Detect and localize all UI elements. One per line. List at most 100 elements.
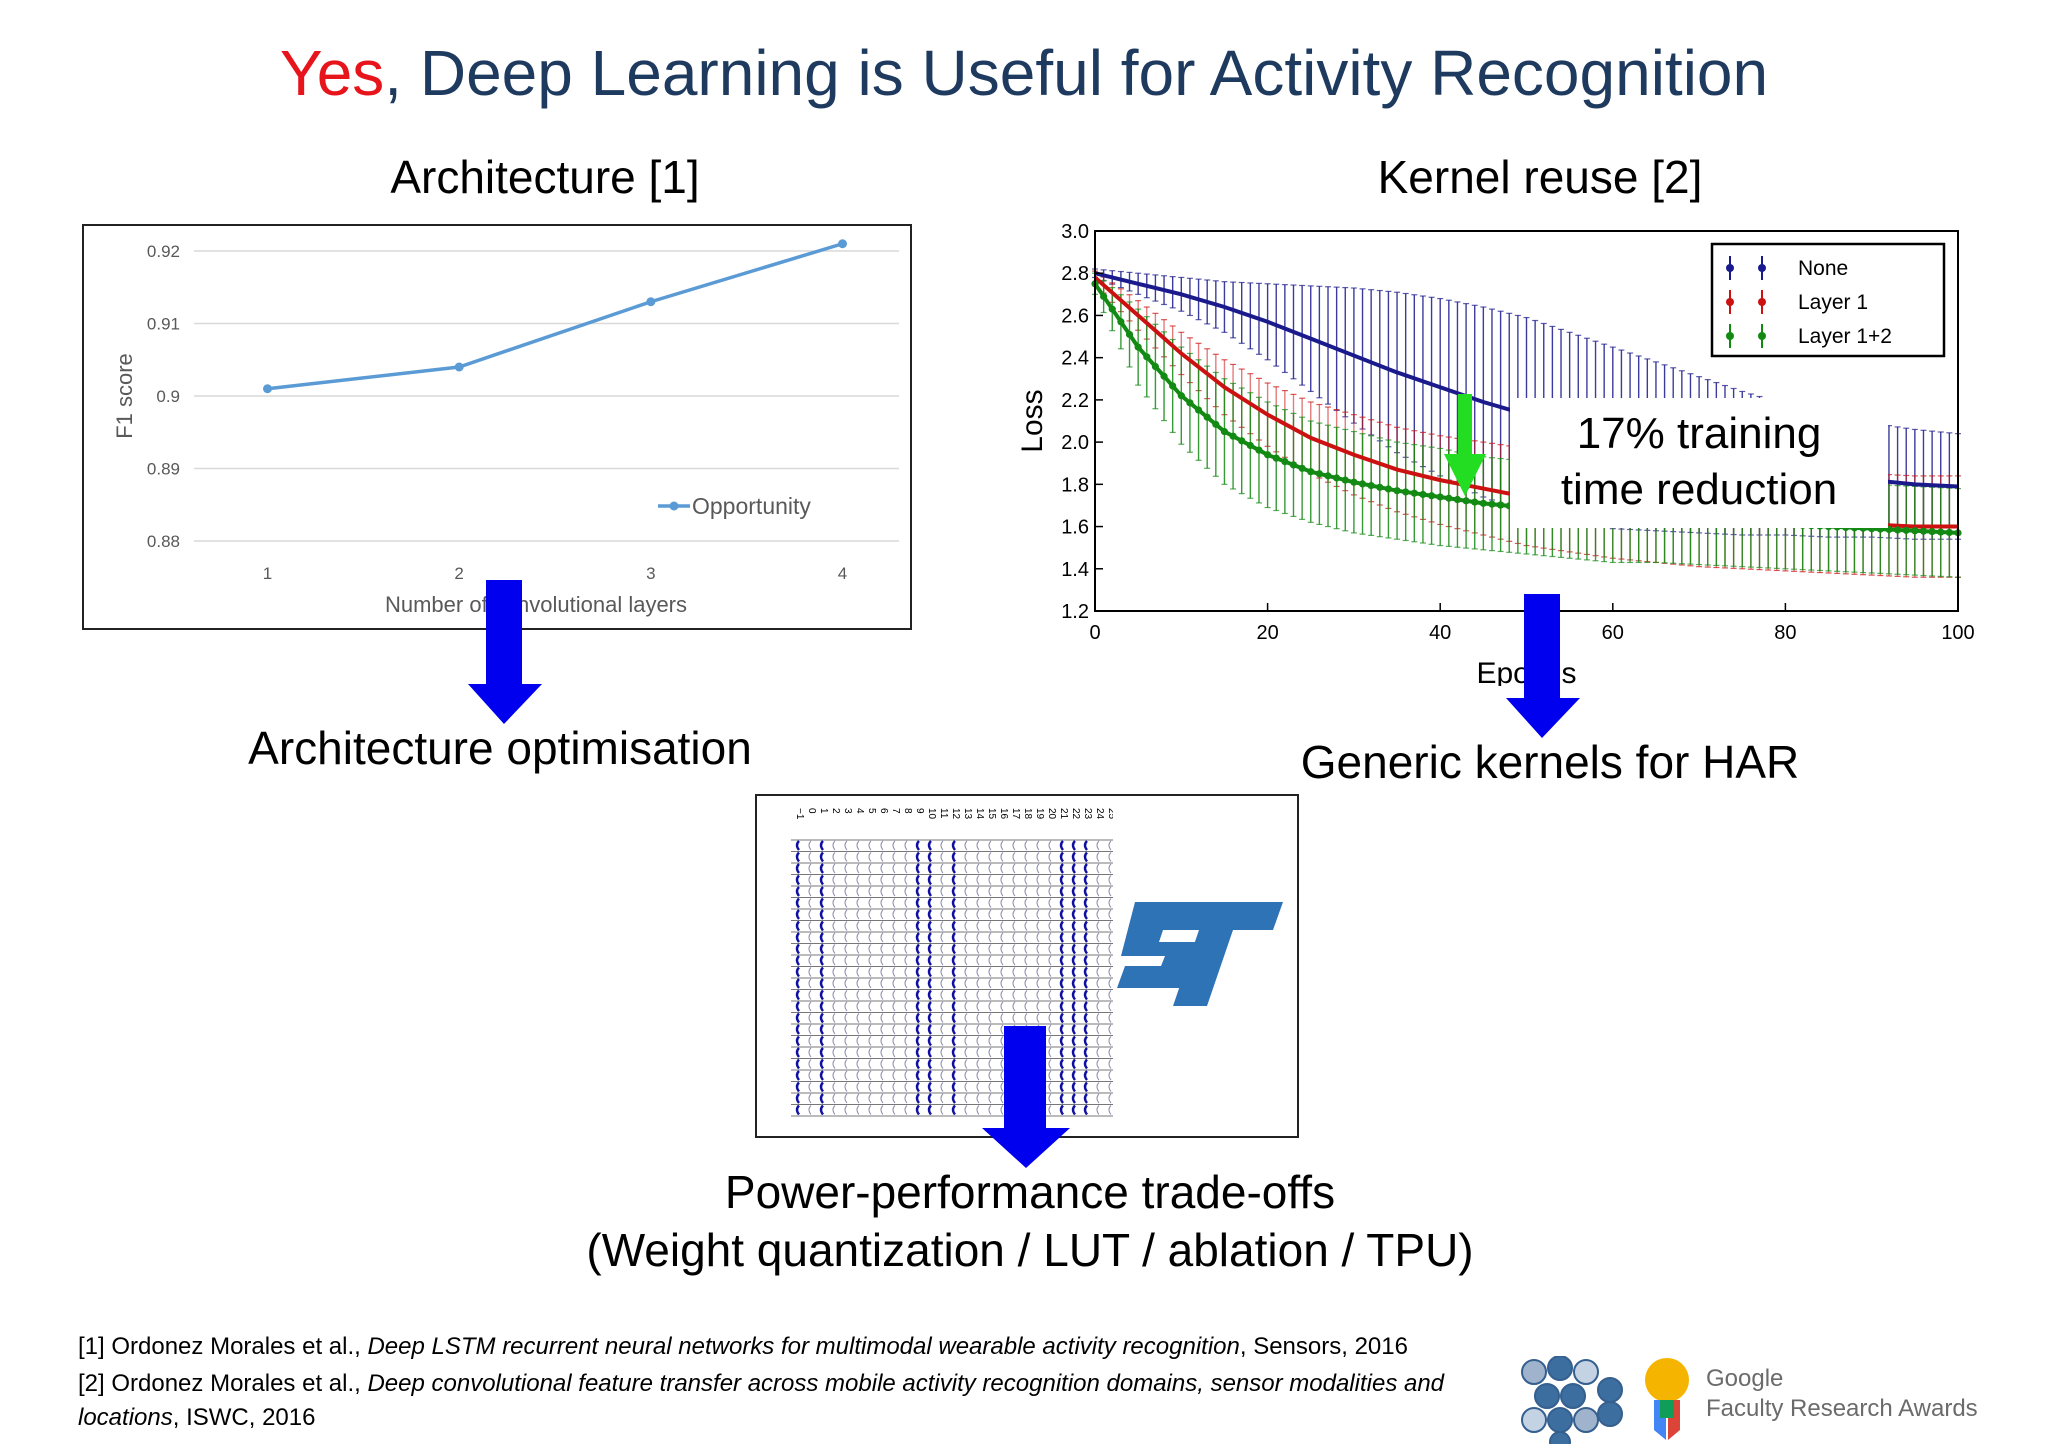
heatmap-column-label: 23 bbox=[1082, 808, 1093, 820]
heatmap-cell bbox=[868, 1059, 872, 1069]
heatmap-cell bbox=[1059, 978, 1064, 989]
heatmap-cell bbox=[880, 886, 884, 897]
heatmap-cell bbox=[976, 1093, 980, 1104]
heatmap-cell bbox=[1096, 1013, 1100, 1023]
heatmap-cell bbox=[868, 863, 872, 874]
heatmap-cell bbox=[892, 1082, 896, 1092]
heatmap-cell bbox=[1048, 1082, 1052, 1092]
heatmap-cell bbox=[1071, 909, 1076, 920]
heatmap-cell bbox=[795, 1012, 800, 1024]
green-down-arrow-icon bbox=[1444, 394, 1486, 496]
heatmap-cell bbox=[795, 989, 800, 1001]
heatmap-cell bbox=[1036, 840, 1040, 851]
heatmap-cell bbox=[1071, 1058, 1076, 1070]
heatmap-cell bbox=[892, 909, 896, 920]
data-point bbox=[1471, 498, 1479, 506]
heatmap-cell bbox=[964, 886, 968, 897]
heatmap-cell bbox=[964, 1001, 968, 1012]
heatmap-cell bbox=[868, 978, 872, 989]
heatmap-cell bbox=[940, 955, 944, 966]
heatmap-cell bbox=[904, 875, 908, 885]
y-tick-label: 0.92 bbox=[147, 242, 180, 261]
data-point bbox=[1358, 480, 1367, 488]
heatmap-cell bbox=[976, 944, 980, 954]
google-award-text: Google Faculty Research Awards bbox=[1706, 1364, 1978, 1424]
kernel-heading: Kernel reuse [2] bbox=[1377, 151, 1703, 203]
legend-label: Layer 1+2 bbox=[1798, 325, 1892, 348]
y-tick-label: 0.89 bbox=[147, 460, 180, 479]
heatmap-cell bbox=[844, 1093, 848, 1104]
heatmap-cell bbox=[904, 1082, 908, 1092]
heatmap-cell bbox=[927, 1035, 932, 1047]
heatmap-column-label: 3 bbox=[842, 808, 853, 814]
heatmap-cell bbox=[1048, 875, 1052, 885]
heatmap-cell bbox=[915, 840, 920, 851]
heatmap-cell bbox=[819, 920, 824, 932]
heatmap-cell bbox=[856, 909, 860, 920]
callout-line-2: time reduction bbox=[1560, 465, 1838, 514]
heatmap-cell bbox=[892, 1024, 896, 1035]
heatmap-cell bbox=[1083, 966, 1088, 978]
data-point bbox=[1945, 528, 1953, 537]
heatmap-cell bbox=[880, 875, 884, 885]
heatmap-cell bbox=[892, 840, 896, 851]
data-point bbox=[1333, 474, 1341, 482]
heatmap-cell bbox=[1108, 898, 1112, 908]
heatmap-cell bbox=[915, 1093, 920, 1104]
heatmap-cell bbox=[940, 921, 944, 931]
heatmap-cell bbox=[976, 932, 980, 943]
heatmap-cell bbox=[1000, 863, 1004, 874]
heatmap-cell bbox=[1096, 1024, 1100, 1035]
heatmap-cell bbox=[964, 944, 968, 954]
y-tick-label: 2.6 bbox=[1061, 305, 1089, 327]
heatmap-cell bbox=[1071, 1070, 1076, 1081]
heatmap-cell bbox=[904, 1047, 908, 1058]
heatmap-cell bbox=[1071, 1012, 1076, 1024]
data-point bbox=[1376, 483, 1384, 491]
heatmap-cell bbox=[819, 932, 824, 943]
heatmap-cell bbox=[856, 978, 860, 989]
heatmap-cell bbox=[915, 863, 920, 874]
heatmap-cell bbox=[988, 1001, 992, 1012]
heatmap-cell bbox=[868, 1070, 872, 1081]
heatmap-cell bbox=[1083, 1024, 1088, 1035]
heatmap-cell bbox=[832, 840, 836, 851]
heatmap-cell bbox=[1096, 1070, 1100, 1081]
heatmap-cell bbox=[1012, 967, 1016, 977]
data-point bbox=[1229, 432, 1237, 440]
heatmap-cell bbox=[819, 863, 824, 874]
heatmap-cell bbox=[927, 897, 932, 909]
heatmap-cell bbox=[1048, 932, 1052, 943]
heatmap-cell bbox=[904, 955, 908, 966]
heatmap-cell bbox=[988, 1013, 992, 1023]
heatmap-cell bbox=[868, 1013, 872, 1023]
x-tick-label: 20 bbox=[1256, 622, 1278, 644]
data-point bbox=[1911, 527, 1919, 535]
heatmap-cell bbox=[988, 886, 992, 897]
heatmap-cell bbox=[1036, 875, 1040, 885]
data-point bbox=[1919, 527, 1928, 535]
data-point bbox=[454, 362, 464, 372]
heatmap-cell bbox=[856, 898, 860, 908]
heatmap-cell bbox=[940, 1013, 944, 1023]
heatmap-cell bbox=[964, 921, 968, 931]
heatmap-cell bbox=[844, 1047, 848, 1058]
heatmap-cell bbox=[964, 909, 968, 920]
heatmap-cell bbox=[832, 1013, 836, 1023]
heatmap-cell bbox=[976, 1013, 980, 1023]
heatmap-cell bbox=[1012, 955, 1016, 966]
heatmap-cell bbox=[1071, 920, 1076, 932]
heatmap-cell bbox=[1012, 840, 1016, 851]
heatmap-cell bbox=[976, 898, 980, 908]
heatmap-cell bbox=[856, 921, 860, 931]
heatmap-cell bbox=[927, 1104, 932, 1116]
heatmap-cell bbox=[1012, 875, 1016, 885]
legend-marker bbox=[1758, 332, 1766, 340]
heatmap-cell bbox=[1024, 990, 1028, 1000]
heatmap-column-label: 7 bbox=[890, 808, 901, 814]
heatmap-cell bbox=[1083, 955, 1088, 966]
kernel-caption: Generic kernels for HAR bbox=[1300, 736, 1800, 788]
power-caption-line-2: (Weight quantization / LUT / ablation / … bbox=[586, 1223, 1474, 1276]
heatmap-cell bbox=[892, 990, 896, 1000]
data-point bbox=[1281, 457, 1289, 466]
